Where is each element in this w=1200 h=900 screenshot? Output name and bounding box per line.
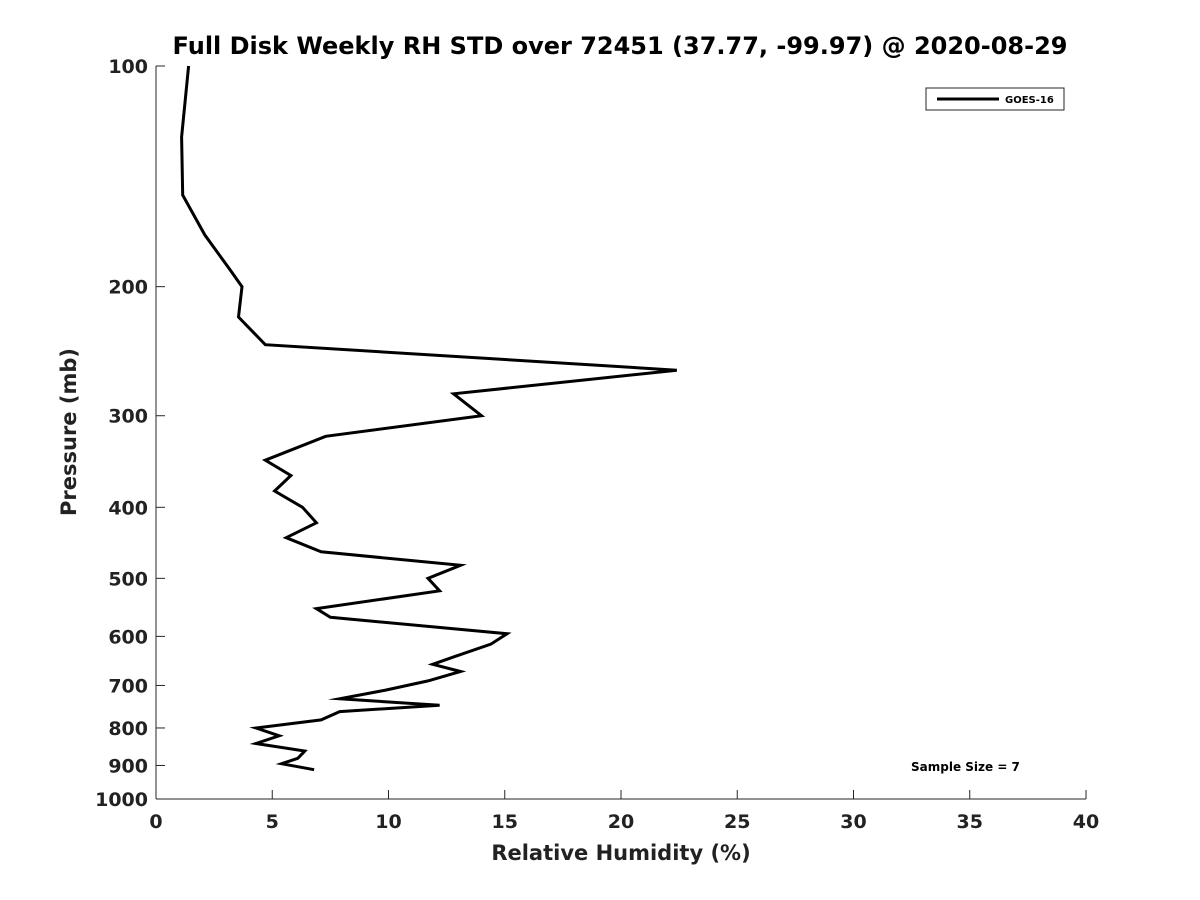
y-tick-label: 100 — [108, 56, 148, 78]
plot-area: 0 5 10 15 20 25 30 35 40 100 200 300 400 500 600 700 80… — [95, 56, 1099, 833]
series-layer — [180, 65, 677, 772]
x-tick-label: 0 — [149, 811, 162, 833]
y-tick-label: 500 — [108, 568, 148, 590]
y-axis-label: Pressure (mb) — [57, 348, 81, 516]
x-tick-label: 30 — [840, 811, 866, 833]
y-tick-label: 900 — [108, 755, 148, 777]
x-tick-label: 15 — [492, 811, 518, 833]
x-tick-label: 20 — [608, 811, 634, 833]
sample-size-annotation: Sample Size = 7 — [911, 760, 1020, 774]
x-tick-label: 25 — [724, 811, 750, 833]
y-tick-label: 300 — [108, 406, 148, 428]
y-tick-label: 700 — [108, 675, 148, 697]
y-axis-ticks: 100 200 300 400 500 600 700 800 900 1000 — [95, 56, 165, 811]
x-tick-label: 5 — [266, 811, 279, 833]
x-tick-label: 40 — [1073, 811, 1099, 833]
series-line-goes-16 — [180, 65, 677, 772]
y-tick-label: 400 — [108, 497, 148, 519]
x-axis-label: Relative Humidity (%) — [491, 841, 750, 865]
y-tick-label: 800 — [108, 718, 148, 740]
y-tick-label: 600 — [108, 626, 148, 648]
legend: GOES-16 — [925, 87, 1065, 111]
plot-background — [156, 66, 1086, 799]
x-tick-label: 10 — [375, 811, 401, 833]
x-axis-ticks: 0 5 10 15 20 25 30 35 40 — [149, 790, 1099, 833]
y-tick-label: 200 — [108, 277, 148, 299]
x-tick-label: 35 — [957, 811, 983, 833]
legend-entry-goes16: GOES-16 — [1005, 95, 1054, 106]
chart-title: Full Disk Weekly RH STD over 72451 (37.7… — [173, 32, 1068, 60]
y-tick-label: 1000 — [95, 789, 148, 811]
